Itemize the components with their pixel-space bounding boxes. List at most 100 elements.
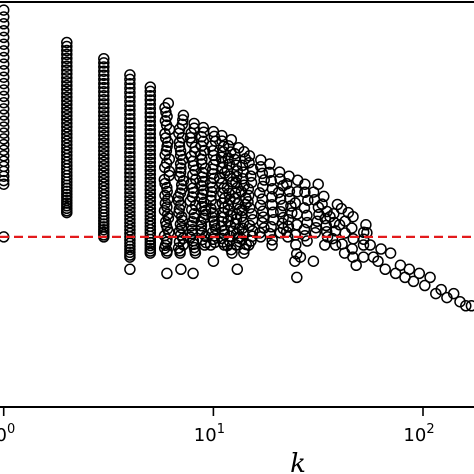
data-point [0, 58, 10, 70]
data-point [175, 263, 187, 276]
x-axis-ticks: 100 101 102 [0, 407, 435, 446]
data-point [208, 219, 221, 231]
data-point [124, 159, 136, 171]
data-point [124, 213, 136, 225]
data-point [144, 136, 157, 148]
data-point [291, 185, 304, 198]
data-point [160, 144, 173, 157]
data-point [347, 233, 360, 245]
data-point [307, 255, 320, 267]
data-point [161, 185, 173, 198]
data-point [61, 79, 73, 92]
data-point [266, 234, 278, 246]
data-point [0, 127, 10, 139]
data-point [216, 129, 228, 142]
data-point [124, 82, 136, 94]
data-point [235, 210, 248, 223]
data-point [161, 267, 173, 280]
data-point [98, 174, 110, 187]
data-point [144, 242, 157, 255]
data-point [188, 122, 200, 135]
data-point [61, 106, 73, 118]
data-point [0, 138, 10, 151]
data-point [124, 155, 136, 167]
data-point [124, 150, 136, 163]
data-point [144, 184, 157, 196]
data-point [98, 152, 110, 165]
data-point [195, 220, 208, 232]
data-point [299, 178, 311, 190]
data-point [98, 102, 110, 114]
data-point [177, 114, 189, 126]
data-point [205, 194, 217, 207]
data-point [144, 187, 157, 200]
data-point [0, 18, 10, 30]
data-point [274, 193, 287, 205]
data-point [277, 211, 289, 224]
data-point [333, 219, 346, 231]
data-point [266, 239, 278, 251]
data-point [61, 83, 73, 96]
data-point [124, 142, 136, 155]
data-point [124, 187, 136, 199]
data-point [61, 139, 73, 151]
data-point [98, 98, 110, 110]
data-point [124, 73, 136, 86]
data-point [98, 137, 110, 150]
data-point [61, 110, 73, 122]
data-point [61, 128, 73, 140]
data-point [274, 205, 287, 218]
data-point [246, 208, 258, 220]
data-point [98, 90, 110, 102]
data-point [98, 163, 110, 176]
data-point [61, 40, 73, 53]
data-point [61, 64, 73, 76]
data-point [245, 176, 258, 189]
data-point [98, 121, 110, 134]
data-point [61, 131, 73, 144]
data-point [61, 44, 73, 57]
data-point [375, 243, 387, 255]
data-point [379, 263, 391, 276]
data-point [124, 100, 136, 112]
data-point [161, 245, 173, 257]
data-point [256, 193, 268, 205]
data-point [225, 133, 238, 146]
data-point [144, 164, 157, 177]
data-point [460, 300, 472, 312]
data-point [61, 113, 73, 126]
data-point [61, 68, 73, 80]
data-point [124, 206, 136, 218]
data-point [144, 140, 157, 152]
data-point [144, 239, 157, 252]
data-point [98, 178, 110, 190]
data-point [61, 135, 73, 148]
data-point [245, 170, 257, 182]
data-point [144, 81, 157, 93]
data-point [98, 73, 110, 86]
data-point [61, 56, 73, 69]
data-point [218, 167, 231, 179]
data-point [124, 171, 136, 183]
data-point [98, 145, 110, 157]
data-point [319, 239, 331, 251]
data-point [454, 295, 466, 308]
data-point [205, 190, 217, 202]
data-point [199, 204, 212, 217]
data-point [0, 31, 10, 44]
data-point [0, 38, 10, 50]
data-point [144, 206, 157, 218]
data-point [124, 194, 136, 207]
data-point [280, 178, 293, 190]
data-point [346, 222, 358, 234]
data-point [61, 102, 73, 115]
data-point [144, 195, 157, 207]
data-point [372, 255, 384, 267]
data-point [0, 64, 10, 77]
data-point [342, 206, 355, 219]
data-point [0, 4, 10, 16]
data-point [144, 119, 157, 132]
data-point [98, 133, 110, 146]
data-point [124, 95, 136, 108]
data-point [253, 187, 266, 199]
